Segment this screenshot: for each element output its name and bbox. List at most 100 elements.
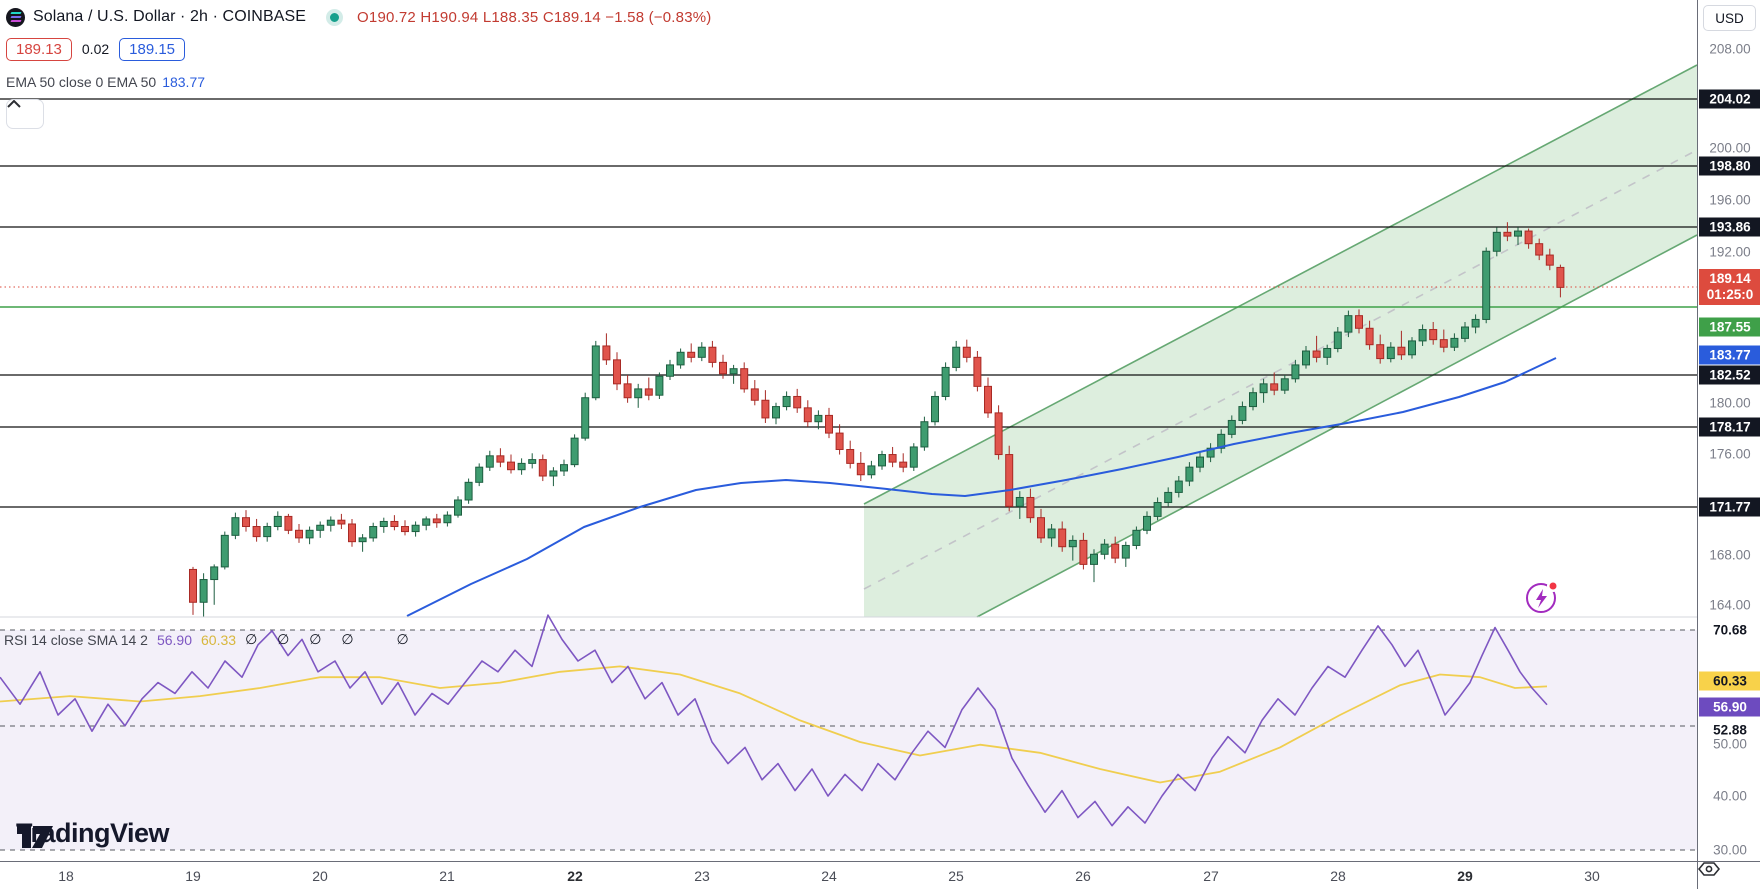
- candle-body: [687, 351, 696, 358]
- candle-body: [1439, 339, 1448, 348]
- currency-toggle-button[interactable]: USD: [1703, 5, 1756, 31]
- trend-channel-upper-line[interactable]: [863, 64, 1698, 505]
- price-scale-label: 187.55: [1699, 317, 1760, 337]
- candle-body: [644, 388, 653, 396]
- candle-body: [1302, 350, 1310, 366]
- candle-body: [379, 520, 388, 528]
- rsi-zero-value-far: ∅: [396, 631, 409, 647]
- price-scale-label: 183.77: [1699, 345, 1760, 365]
- candle-body: [1280, 378, 1289, 391]
- candle-body: [666, 364, 674, 377]
- price-scale-label: 40.00: [1713, 788, 1747, 804]
- candle-body: [337, 519, 346, 525]
- candle-body: [1249, 392, 1257, 408]
- candle-body: [1376, 344, 1385, 360]
- candle-body: [761, 399, 770, 419]
- candle-body: [570, 437, 579, 466]
- candle-body: [613, 359, 621, 385]
- candle-body: [1174, 480, 1183, 493]
- trend-channel-lower-line[interactable]: [976, 234, 1698, 618]
- candle-body: [1206, 447, 1215, 458]
- candle-body: [1471, 318, 1480, 328]
- price-scale-label: 60.33: [1699, 671, 1760, 691]
- candle-body: [1556, 266, 1565, 288]
- ema-line[interactable]: [406, 357, 1557, 617]
- candle-body: [432, 518, 441, 524]
- price-scale-label: 182.52: [1699, 365, 1760, 385]
- candle-body: [1429, 329, 1438, 341]
- candle-body: [1503, 231, 1512, 237]
- candle-body: [867, 465, 876, 476]
- candle-body: [390, 520, 399, 528]
- rsi-indicator-label[interactable]: RSI 14 close SMA 14 2: [4, 631, 148, 648]
- ask-price-button[interactable]: 189.15: [119, 37, 186, 61]
- price-scale[interactable]: 208.00 204.02 200.00 198.80 196.00 193.86 192.…: [1697, 0, 1760, 861]
- rsi-line[interactable]: [0, 614, 1548, 827]
- trend-channel-mid-line[interactable]: [863, 149, 1698, 590]
- spread-value: 0.02: [81, 41, 110, 57]
- candle-body: [1132, 529, 1141, 546]
- candle-body: [252, 526, 261, 538]
- candle-body: [1121, 544, 1130, 559]
- price-scale-label: 208.00: [1709, 41, 1751, 57]
- rsi-sma-line[interactable]: [0, 665, 1548, 784]
- price-scale-label: 70.68: [1713, 622, 1747, 638]
- bid-price-button[interactable]: 189.13: [6, 37, 72, 61]
- ema-indicator-value: 183.77: [162, 74, 206, 90]
- price-scale-label: 52.88: [1713, 722, 1747, 738]
- candle-body: [443, 514, 452, 524]
- candle-body: [1259, 383, 1268, 394]
- price-scale-label: 168.00: [1709, 547, 1751, 563]
- candle-body: [1323, 347, 1332, 358]
- ema-indicator-label[interactable]: EMA 50 close 0 EMA 50: [6, 74, 157, 90]
- candle-body: [358, 537, 367, 543]
- scale-settings-corner[interactable]: [1697, 861, 1760, 889]
- trend-channel-fill[interactable]: [864, 65, 1697, 617]
- candle-body: [803, 407, 812, 423]
- rsi-legend[interactable]: RSI 14 close SMA 14 2 56.90 60.33 ∅ ∅ ∅ …: [4, 631, 409, 648]
- candle-body: [1047, 528, 1056, 539]
- price-scale-label: 180.00: [1709, 395, 1751, 411]
- candle-body: [772, 406, 780, 419]
- candle-body: [623, 383, 632, 399]
- time-scale-label: 23: [694, 868, 710, 884]
- time-scale-label: 25: [948, 868, 964, 884]
- candle-body: [411, 524, 420, 533]
- time-scale[interactable]: 18 19 20 21 22 23 24 25 26 27 28 29 30: [0, 861, 1760, 889]
- candle-body: [560, 464, 568, 472]
- candle-body: [1037, 517, 1045, 539]
- candle-body: [878, 454, 886, 467]
- candle-body: [1418, 329, 1427, 342]
- price-scale-label: 164.00: [1709, 597, 1751, 613]
- candle-body: [496, 455, 505, 463]
- candle-body: [1005, 454, 1014, 507]
- candle-body: [1153, 502, 1162, 517]
- price-scale-label: 198.80: [1699, 156, 1760, 176]
- candle-body: [1333, 331, 1342, 349]
- candle-body: [475, 466, 484, 483]
- candle-body: [1355, 315, 1363, 329]
- price-scale-label: 192.00: [1709, 244, 1751, 260]
- candle-body: [1227, 419, 1236, 435]
- candle-body: [1291, 364, 1300, 380]
- candle-body: [1068, 539, 1077, 548]
- candle-body: [210, 566, 219, 581]
- candle-body: [909, 446, 918, 468]
- candle-body: [1015, 496, 1024, 507]
- candle-body: [973, 356, 982, 387]
- lightning-alert-button[interactable]: [1522, 577, 1562, 617]
- candle-body: [1492, 231, 1501, 252]
- symbol-title[interactable]: Solana / U.S. Dollar · 2h · COINBASE: [33, 8, 307, 25]
- candle-body: [1079, 539, 1088, 565]
- collapse-legend-button[interactable]: [6, 99, 44, 129]
- time-scale-label: 20: [312, 868, 328, 884]
- time-scale-label: 28: [1330, 868, 1346, 884]
- candle-body: [1461, 326, 1469, 339]
- tradingview-logo[interactable]: TradingView: [16, 818, 170, 849]
- market-status-icon[interactable]: [326, 8, 344, 26]
- ohlc-values: O190.72 H190.94 L188.35 C189.14 −1.58 (−…: [357, 8, 712, 26]
- candle-body: [464, 481, 473, 501]
- candle-body: [1143, 515, 1151, 531]
- candle-body: [941, 366, 950, 397]
